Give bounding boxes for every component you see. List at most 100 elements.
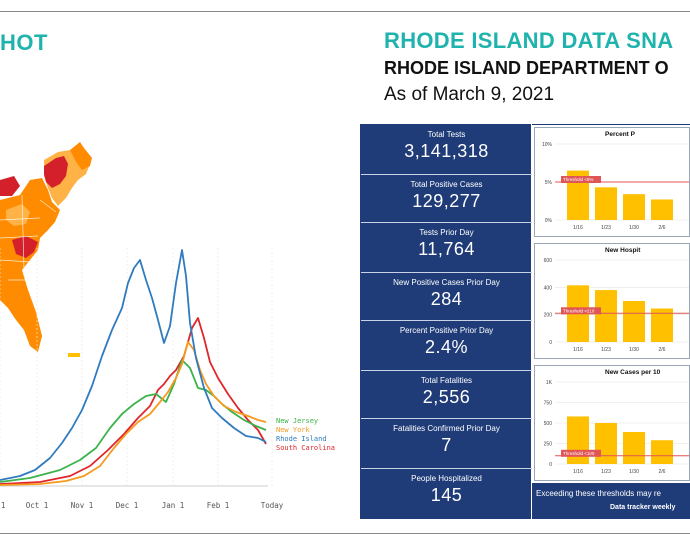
y-tick-label: 0% — [545, 218, 553, 224]
stat-row: Total Positive Cases 129,277 — [361, 175, 532, 223]
as-of-date: As of March 9, 2021 — [384, 84, 555, 105]
department-title: RHODE ISLAND DEPARTMENT O — [384, 58, 669, 78]
legend-entry: South Carolina — [276, 444, 335, 452]
x-tick-label: 1/23 — [601, 225, 611, 231]
x-tick-label: 1/23 — [601, 469, 611, 475]
threshold-bar — [567, 416, 589, 464]
x-tick-label: 2/6 — [659, 469, 666, 475]
x-tick-label: Nov 1 — [71, 501, 94, 510]
x-tick-label: Oct 1 — [26, 501, 49, 510]
stat-label: Percent Positive Prior Day — [399, 326, 494, 335]
x-tick-label: 1/23 — [601, 347, 611, 353]
threshold-chart: New Cases per 10 1K 750 500 250 0 1/16 1/23 1/30… — [534, 365, 690, 481]
x-tick-label: 1/16 — [573, 347, 583, 353]
stat-value: 2.4% — [424, 337, 469, 357]
stat-label: New Positive Cases Prior Day — [393, 278, 500, 287]
x-tick-label: 1 — [1, 501, 6, 510]
threshold-chart-plot: 1K 750 500 250 0 1/16 1/23 1/30 2/6 Threshold <10… — [544, 380, 689, 475]
y-tick-label: 1K — [546, 380, 553, 386]
threshold-chart-title: Percent P — [605, 131, 635, 138]
threshold-bar — [623, 194, 645, 220]
stat-value: 11,764 — [418, 239, 475, 259]
threshold-tag — [561, 307, 601, 315]
x-tick-label: 1/30 — [629, 225, 639, 231]
threshold-charts-panel: Percent P 10% 5% 0% 1/16 1/23 1/30 2/6 Threshold… — [532, 124, 690, 519]
legend-entry: New York — [276, 426, 311, 434]
stats-panel: Total Tests 3,141,318 Total Positive Cases… — [360, 124, 532, 520]
stat-value: 284 — [430, 289, 463, 309]
stat-row: Fatalities Confirmed Prior Day 7 — [361, 419, 532, 469]
stat-row: Percent Positive Prior Day 2.4% — [361, 321, 532, 371]
threshold-tag — [561, 176, 601, 183]
map-region-new-england — [70, 142, 92, 170]
threshold-bar — [651, 440, 673, 464]
map-region-south-carolina — [12, 236, 38, 258]
x-tick-label: 1/16 — [573, 225, 583, 231]
stat-value: 145 — [430, 485, 463, 505]
threshold-label: Threshold <5% — [563, 177, 593, 182]
stat-label: People Hospitalized — [411, 474, 482, 483]
stat-label: Total Positive Cases — [410, 180, 483, 189]
left-snapshot-title: HOT — [0, 30, 48, 55]
threshold-footer: Exceeding these thresholds may re Data t… — [532, 483, 690, 519]
footer-note: Exceeding these thresholds may re — [536, 489, 661, 498]
x-tick-label: Feb 1 — [207, 501, 230, 510]
map-region-new-york — [44, 156, 68, 188]
series-line-south-carolina — [0, 317, 267, 485]
threshold-bar — [651, 308, 673, 342]
x-tick-label: 1/30 — [629, 469, 639, 475]
threshold-label: Threshold <210 — [563, 308, 595, 313]
threshold-chart-title: New Hospit — [605, 247, 641, 254]
x-tick-label: Today — [261, 501, 284, 510]
cases-line-chart: 1 Oct 1 Nov 1 Dec 1 Jan 1 Feb 1 Today New Jers… — [0, 248, 335, 510]
footer-tracker-note: Data tracker weekly — [610, 504, 676, 511]
page-title: RHODE ISLAND DATA SNA — [384, 28, 674, 53]
threshold-bar — [651, 199, 673, 220]
threshold-chart: New Hospit 600 400 200 0 1/16 1/23 1/30 2/6 Thres… — [534, 243, 690, 359]
y-tick-label: 0 — [549, 340, 552, 346]
east-coast-map — [0, 142, 92, 357]
threshold-tag — [561, 449, 601, 457]
y-tick-label: 5% — [545, 180, 553, 186]
y-tick-label: 500 — [544, 421, 553, 427]
threshold-bar — [595, 290, 617, 342]
stat-value: 3,141,318 — [404, 141, 489, 161]
stat-row: Total Tests 3,141,318 — [361, 125, 532, 175]
stat-row: People Hospitalized 145 — [361, 469, 532, 520]
threshold-bar — [623, 432, 645, 464]
map-region-northwest — [0, 176, 20, 196]
series-line-rhode-island — [0, 249, 267, 481]
stat-label: Total Fatalities — [420, 376, 473, 385]
x-tick-label: 2/6 — [659, 347, 666, 353]
stat-label: Total Tests — [427, 130, 466, 139]
threshold-chart-plot: 10% 5% 0% 1/16 1/23 1/30 2/6 Threshold <5% — [542, 142, 689, 231]
stat-row: Total Fatalities 2,556 — [361, 371, 532, 419]
stat-row: New Positive Cases Prior Day 284 — [361, 273, 532, 321]
threshold-chart-plot: 600 400 200 0 1/16 1/23 1/30 2/6 Threshold <210 — [544, 258, 689, 353]
bottom-rule — [0, 533, 690, 534]
threshold-bar — [623, 301, 645, 342]
threshold-chart: Percent P 10% 5% 0% 1/16 1/23 1/30 2/6 Threshold… — [534, 127, 690, 237]
legend-entry: New Jersey — [276, 417, 318, 425]
map-region-interior — [6, 204, 30, 226]
stat-label: Tests Prior Day — [419, 228, 474, 237]
x-tick-label: 1/30 — [629, 347, 639, 353]
stat-value: 129,277 — [412, 191, 481, 211]
stat-row: Tests Prior Day 11,764 — [361, 223, 532, 273]
stat-label: Fatalities Confirmed Prior Day — [393, 424, 500, 433]
y-tick-label: 200 — [544, 313, 553, 319]
y-tick-label: 400 — [544, 285, 553, 291]
threshold-chart-title: New Cases per 10 — [605, 369, 661, 376]
x-tick-label: 1/16 — [573, 469, 583, 475]
x-tick-label: 2/6 — [659, 225, 666, 231]
y-tick-label: 750 — [544, 401, 553, 407]
y-tick-label: 10% — [542, 142, 553, 148]
map-puerto-rico — [68, 353, 80, 357]
threshold-label: Threshold <100 — [563, 451, 595, 456]
threshold-bar — [595, 187, 617, 220]
series-line-new-york — [0, 341, 267, 486]
stat-value: 7 — [441, 435, 452, 455]
y-tick-label: 250 — [544, 442, 553, 448]
legend-entry: Rhode Island — [276, 435, 327, 443]
top-rule — [0, 11, 690, 12]
